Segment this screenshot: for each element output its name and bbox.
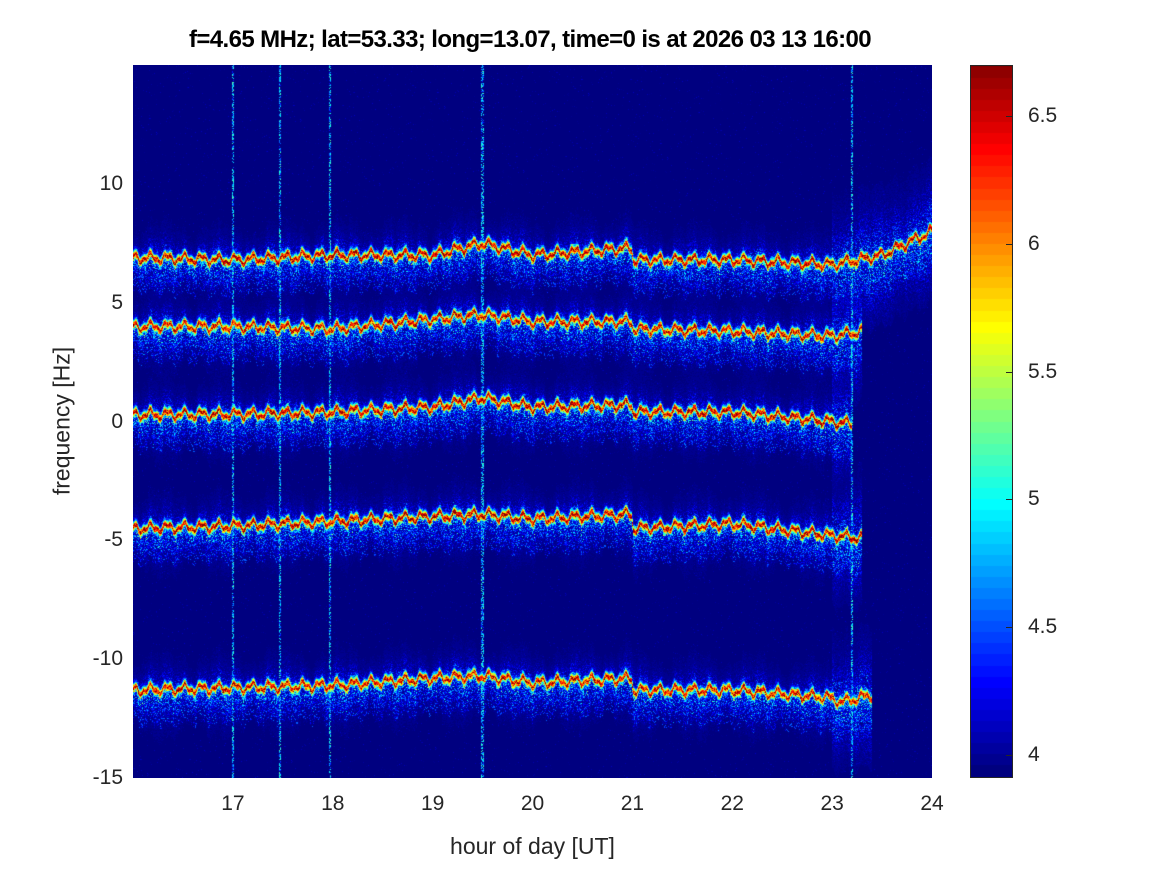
colorbar-tick-mark <box>1006 627 1013 629</box>
spectrogram-heatmap <box>133 65 932 778</box>
y-tick-label: 10 <box>99 171 123 195</box>
x-tick-label: 20 <box>520 792 545 815</box>
x-tick-label: 24 <box>920 792 944 815</box>
colorbar-tick-label: 5.5 <box>1028 359 1058 383</box>
colorbar-tick-label: 4 <box>1028 743 1040 766</box>
colorbar-gradient <box>971 66 1012 777</box>
x-tick-label: 18 <box>321 792 345 815</box>
colorbar-tick-label: 6.5 <box>1028 104 1058 128</box>
y-axis-label: frequency [Hz] <box>48 346 75 496</box>
y-tick-label: 0 <box>111 409 123 433</box>
colorbar-tick-mark <box>1006 499 1013 501</box>
y-tick-label: -15 <box>92 766 123 789</box>
colorbar-tick-label: 4.5 <box>1028 615 1058 639</box>
x-tick-label: 21 <box>620 792 645 815</box>
x-tick-label: 23 <box>820 792 844 815</box>
y-tick-label: -5 <box>104 528 123 552</box>
y-tick-label: 5 <box>111 290 123 314</box>
y-tick-label: -10 <box>92 647 123 671</box>
colorbar-tick-mark <box>1006 371 1013 373</box>
x-axis-label: hour of day [UT] <box>450 833 615 859</box>
x-tick-label: 17 <box>221 792 245 815</box>
x-tick-label: 22 <box>720 792 744 815</box>
colorbar-tick-mark <box>1006 116 1013 118</box>
x-tick-label: 19 <box>420 792 445 815</box>
colorbar-tick-label: 5 <box>1028 487 1040 511</box>
plot-area <box>133 65 932 778</box>
chart-title: f=4.65 MHz; lat=53.33; long=13.07, time=… <box>188 26 872 53</box>
colorbar-tick-mark <box>1006 243 1013 245</box>
colorbar-tick-label: 6 <box>1028 231 1040 255</box>
colorbar <box>970 65 1013 778</box>
colorbar-tick-mark <box>1006 755 1013 756</box>
